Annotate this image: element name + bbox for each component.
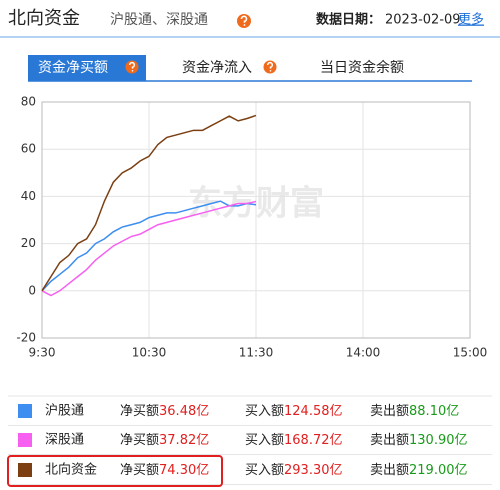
cell: 净买额37.82亿 — [120, 433, 209, 448]
cell: 净买额36.48亿 — [120, 404, 209, 419]
cell-value: 168.72亿 — [284, 433, 343, 448]
cell-value: 219.00亿 — [409, 463, 468, 478]
x-tick-label: 9:30 — [29, 346, 56, 360]
row-name: 深股通 — [45, 433, 84, 448]
date: 2023-02-09 — [385, 13, 461, 28]
plot-border — [41, 101, 471, 339]
row-name: 北向资金 — [45, 462, 97, 478]
cell-label: 卖出额 — [370, 433, 409, 448]
cell-value: 37.82亿 — [159, 433, 209, 448]
help-icon[interactable] — [237, 14, 251, 28]
cell-label: 买入额 — [245, 404, 284, 419]
cell: 卖出额219.00亿 — [370, 463, 468, 478]
help-icon[interactable] — [263, 60, 277, 74]
series-line — [41, 200, 257, 292]
cell-label: 净买额 — [120, 433, 159, 448]
help-icon[interactable] — [125, 60, 139, 74]
y-tick-label: 60 — [21, 142, 36, 156]
legend-swatch — [18, 433, 32, 447]
cell-label: 卖出额 — [370, 463, 409, 478]
cell: 买入额168.72亿 — [245, 433, 343, 448]
legend-swatch — [18, 404, 32, 418]
subtitle: 沪股通、深股通 — [110, 12, 208, 28]
cell-value: 88.10亿 — [409, 404, 459, 419]
cell-label: 买入额 — [245, 433, 284, 448]
cell-value: 293.30亿 — [284, 463, 343, 478]
date-label: 数据日期： — [316, 12, 381, 28]
tab[interactable]: 资金净买额 — [38, 60, 108, 76]
cell: 卖出额88.10亿 — [370, 404, 459, 419]
y-tick-label: 0 — [28, 283, 36, 297]
y-tick-label: 80 — [21, 95, 36, 109]
y-tick-label: 40 — [21, 189, 36, 203]
x-tick-label: 10:30 — [132, 346, 167, 360]
cell: 卖出额130.90亿 — [370, 433, 468, 448]
legend-swatch — [18, 463, 32, 477]
cell-value: 124.58亿 — [284, 404, 343, 419]
tab[interactable]: 当日资金余额 — [320, 59, 404, 76]
tab[interactable]: 资金净流入 — [182, 60, 252, 76]
cell: 买入额293.30亿 — [245, 463, 343, 478]
cell: 净买额74.30亿 — [120, 463, 209, 478]
x-tick-label: 15:00 — [453, 346, 488, 360]
y-tick-label: -20 — [16, 331, 36, 345]
x-tick-label: 11:30 — [239, 346, 274, 360]
cell-label: 买入额 — [245, 463, 284, 478]
cell-value: 74.30亿 — [159, 463, 209, 478]
x-tick-label: 14:00 — [346, 346, 381, 360]
highlight-box — [7, 455, 223, 487]
series-line — [41, 114, 257, 292]
cell-label: 卖出额 — [370, 404, 409, 419]
more-link[interactable]: 更多 — [458, 12, 484, 28]
cell-value: 130.90亿 — [409, 433, 468, 448]
cell: 买入额124.58亿 — [245, 404, 343, 419]
cell-value: 36.48亿 — [159, 404, 209, 419]
y-tick-label: 20 — [21, 236, 36, 250]
title: 北向资金 — [8, 8, 80, 29]
series-line — [41, 200, 257, 297]
cell-label: 净买额 — [120, 463, 159, 478]
cell-label: 净买额 — [120, 404, 159, 419]
row-name: 沪股通 — [45, 403, 84, 419]
